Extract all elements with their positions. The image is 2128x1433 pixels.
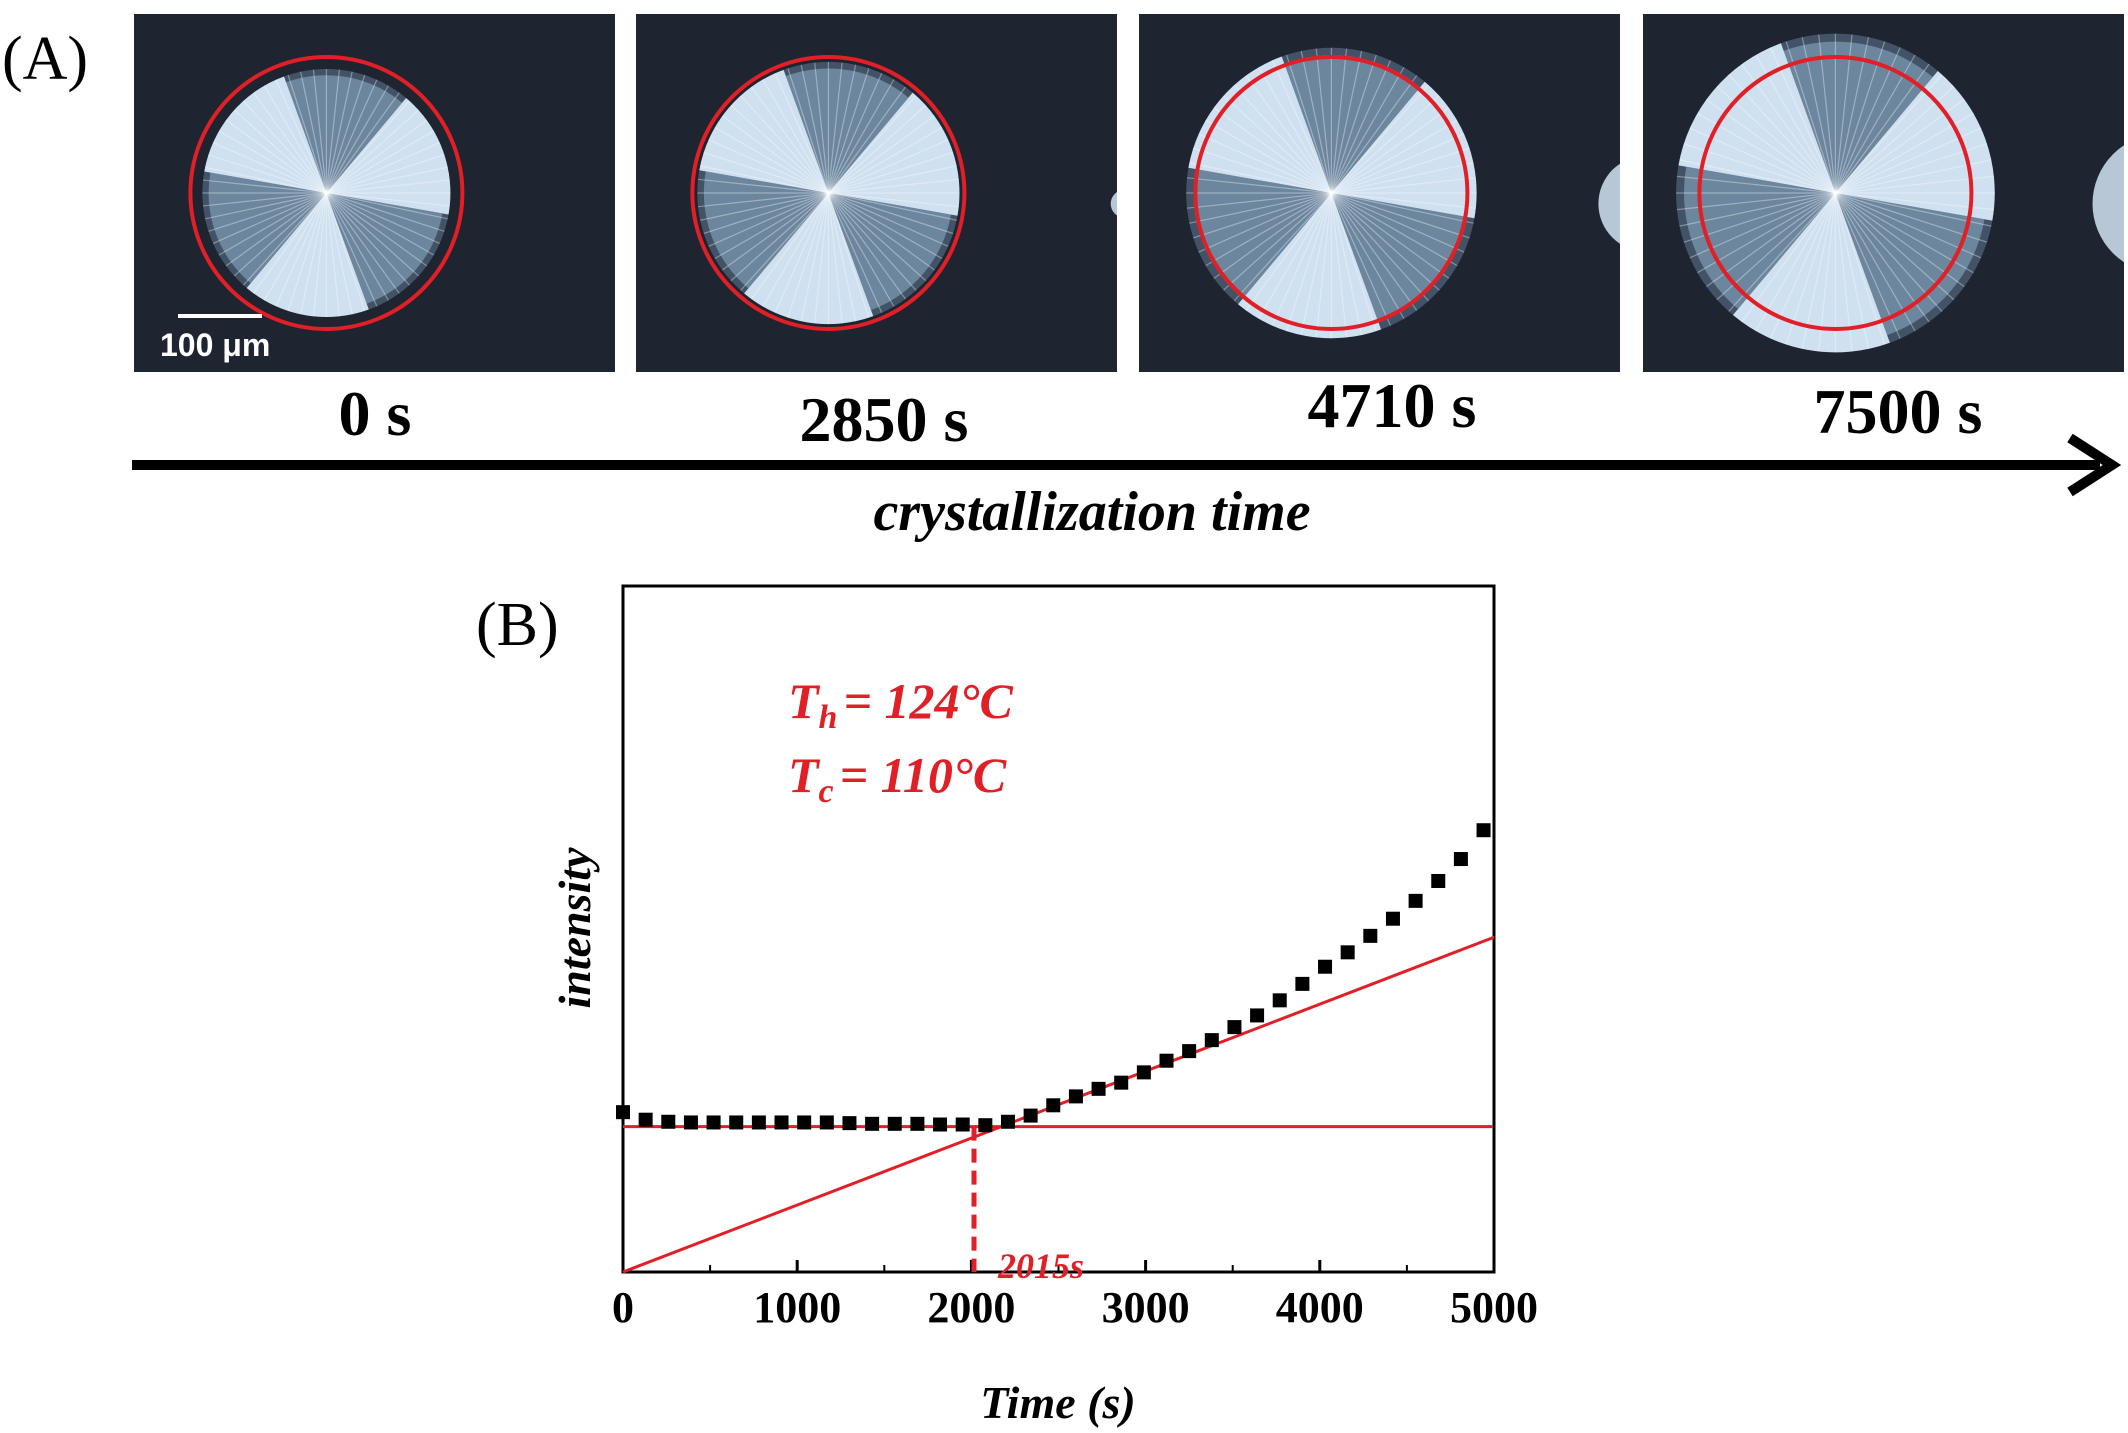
data-point (1091, 1081, 1106, 1096)
time-arrow-head (2067, 433, 2122, 497)
frame-time-label: 7500 s (1813, 376, 1983, 447)
data-point (1340, 945, 1355, 960)
x-tick-label: 4000 (1276, 1283, 1364, 1332)
data-point (1023, 1108, 1038, 1123)
data-point (1159, 1053, 1174, 1068)
reference-circle (1193, 55, 1470, 331)
data-point (797, 1115, 812, 1130)
data-point (774, 1115, 789, 1130)
data-point (1182, 1044, 1197, 1059)
data-point (729, 1115, 744, 1130)
panel-b-label: (B) (476, 591, 559, 659)
x-tick-label: 0 (612, 1283, 634, 1332)
data-point (1295, 976, 1310, 991)
spherulite (697, 61, 960, 325)
data-point (1250, 1008, 1265, 1023)
data-point (1476, 823, 1491, 838)
reference-circle (690, 55, 967, 331)
frame-time-label: 0 s (338, 378, 412, 449)
data-point (1385, 911, 1400, 926)
time-arrow-caption: crystallization time (873, 481, 1311, 543)
x-tick-label: 1000 (753, 1283, 841, 1332)
reference-circle (1697, 55, 1974, 331)
frame-time-label: 4710 s (1307, 370, 1477, 441)
spherulite (1186, 47, 1477, 339)
tc-value: = 110°C (840, 747, 1007, 803)
neighbor-spherulite (1110, 192, 1117, 216)
x-tick-label: 3000 (1102, 1283, 1190, 1332)
scale-bar-label: 100 μm (160, 327, 271, 363)
th-annotation: Th = 124°C (788, 673, 1013, 736)
x-tick-label: 5000 (1450, 1283, 1538, 1332)
tc-symbol: T (788, 747, 821, 803)
th-symbol: T (788, 673, 821, 729)
data-point (638, 1112, 653, 1127)
micrograph-frame (1139, 14, 1620, 372)
data-point (1204, 1033, 1219, 1048)
data-point (1227, 1020, 1242, 1035)
neighbor-spherulite (1598, 163, 1620, 244)
data-point (751, 1115, 766, 1130)
tc-subscript: c (819, 773, 834, 810)
data-point (683, 1115, 698, 1130)
data-point (887, 1116, 902, 1131)
data-point (616, 1105, 630, 1120)
frame-time-label: 2850 s (799, 384, 969, 455)
micrograph-frame (134, 14, 615, 372)
data-point (955, 1117, 970, 1132)
data-point (1363, 928, 1378, 943)
data-point (1453, 852, 1468, 867)
data-point (1408, 893, 1423, 908)
x-tick-label: 2000 (927, 1283, 1015, 1332)
data-point (842, 1116, 857, 1131)
data-point (865, 1116, 880, 1131)
intersection-label: 2015s (997, 1246, 1084, 1286)
micrograph-frame (1643, 14, 2124, 372)
x-axis-label: Time (s) (980, 1377, 1135, 1428)
panel-a-label: (A) (2, 25, 89, 93)
reference-circle (188, 55, 465, 331)
y-axis-label: intensity (549, 847, 600, 1009)
spherulite (202, 69, 451, 317)
data-point (1136, 1065, 1151, 1080)
data-point (910, 1116, 925, 1131)
data-point (1068, 1089, 1083, 1104)
spherulite (1676, 33, 1995, 353)
data-point (819, 1115, 834, 1130)
neighbor-spherulite (2092, 145, 2124, 263)
data-point (1431, 873, 1446, 888)
data-point (1114, 1075, 1129, 1090)
th-subscript: h (819, 699, 838, 736)
th-value: = 124°C (843, 673, 1013, 729)
time-arrow (132, 433, 2122, 497)
data-point (661, 1114, 676, 1129)
data-point (1318, 959, 1333, 974)
data-point (1000, 1114, 1015, 1129)
data-point (933, 1117, 948, 1132)
data-point (1272, 993, 1287, 1008)
data-point (706, 1115, 721, 1130)
micrograph-frame (636, 14, 1117, 372)
tc-annotation: Tc = 110°C (788, 747, 1007, 810)
data-point (1046, 1098, 1061, 1113)
data-point (978, 1118, 993, 1133)
